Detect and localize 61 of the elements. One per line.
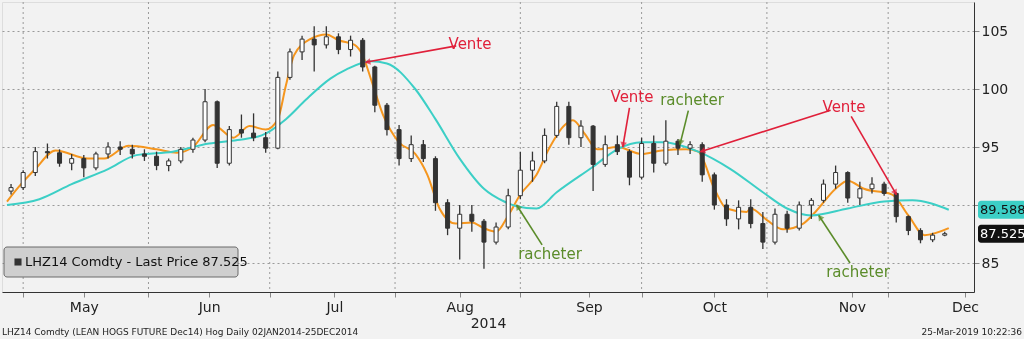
candlestick <box>81 154 87 178</box>
candlestick <box>760 211 766 250</box>
candlestick <box>251 112 257 142</box>
candlestick <box>651 134 657 174</box>
candlestick <box>493 221 499 246</box>
candlestick <box>263 131 269 154</box>
candlestick <box>796 200 802 232</box>
x-tick-label: Aug <box>446 298 474 315</box>
candlestick <box>154 150 160 171</box>
candlestick <box>905 214 911 236</box>
candlestick <box>687 140 693 155</box>
candlestick <box>808 197 814 220</box>
candlestick <box>748 198 754 229</box>
candlestick <box>408 134 414 163</box>
x-tick-label: Dec <box>951 298 979 315</box>
x-tick-label: Oct <box>702 298 728 315</box>
x-tick-label: May <box>69 298 99 315</box>
candlestick <box>299 34 305 61</box>
candlestick <box>323 25 329 50</box>
candlestick <box>348 34 354 58</box>
y-tick-label: 105 <box>981 22 1009 39</box>
text: 89.588 <box>980 201 1024 217</box>
candlestick <box>32 146 38 177</box>
candlestick <box>578 119 584 148</box>
candlestick <box>311 25 317 73</box>
candlestick <box>857 181 863 206</box>
candlestick <box>420 139 426 163</box>
annotation: Vente <box>610 88 654 106</box>
candlestick <box>663 119 669 167</box>
candlestick <box>833 164 839 190</box>
candlestick <box>469 204 475 233</box>
candlestick <box>529 150 535 183</box>
legend-label: LHZ14 Comdty - Last Price 87.525 <box>25 254 248 269</box>
x-tick-label: Sep <box>576 298 603 315</box>
candlestick <box>820 178 826 204</box>
text: LHZ14 Comdty (LEAN HOGS FUTURE Dec14) Hog Daily 02JAN2014-25DEC2014 <box>2 327 359 337</box>
x-tick-label: Jun <box>197 298 221 315</box>
x-tick-label: Nov <box>838 298 866 315</box>
candlestick <box>238 113 244 139</box>
candlestick <box>736 199 742 231</box>
candlestick <box>481 218 487 270</box>
annotation: racheter <box>826 263 891 281</box>
y-tick-label: 85 <box>981 254 1000 271</box>
candlestick <box>457 204 463 261</box>
y-tick-label: 100 <box>981 80 1009 97</box>
x-axis-title: 2014 <box>470 314 507 331</box>
candlestick <box>869 176 875 195</box>
annotation: Vente <box>822 98 866 116</box>
x-tick-label: Jul <box>325 298 344 315</box>
candlestick <box>723 198 729 227</box>
candlestick <box>602 134 608 168</box>
text: 87.525 <box>980 225 1024 241</box>
annotation: racheter <box>660 91 725 109</box>
candlestick <box>335 32 341 55</box>
y-tick-label: 95 <box>981 138 1000 155</box>
annotation: Vente <box>448 35 492 53</box>
text: 25-Mar-2019 10:22:36 <box>921 327 1023 337</box>
candlestick <box>93 150 99 171</box>
candlestick <box>784 210 790 234</box>
candlestick <box>20 169 26 191</box>
annotation: racheter <box>518 245 583 263</box>
